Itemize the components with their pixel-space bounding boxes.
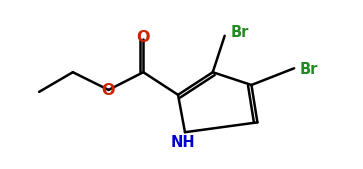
Text: Br: Br xyxy=(231,25,249,40)
Text: Br: Br xyxy=(300,62,318,77)
Text: O: O xyxy=(136,30,150,45)
Text: O: O xyxy=(101,83,114,98)
Text: NH: NH xyxy=(171,135,195,150)
